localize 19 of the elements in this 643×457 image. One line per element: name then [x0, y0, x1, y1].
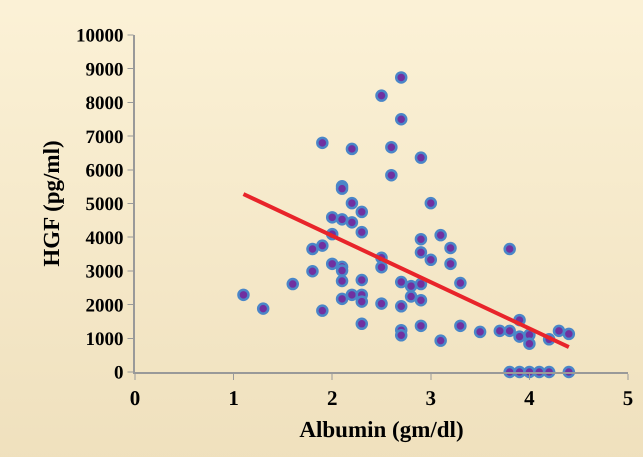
y-tick-label: 6000	[85, 160, 124, 182]
y-tick-label: 3000	[85, 262, 124, 283]
y-tick-label: 1000	[85, 328, 124, 350]
y-tick-label: 9000	[85, 59, 124, 80]
y-tick-label: 7000	[85, 126, 124, 148]
x-tick-label: 2	[326, 386, 338, 410]
y-tick-label: 4000	[85, 228, 124, 249]
y-tick-label: 10000	[76, 26, 124, 47]
y-axis-title: HGF (pg/ml)	[38, 140, 65, 267]
y-tick-label: 2000	[85, 295, 124, 316]
x-axis-title: Albumin (gm/dl)	[299, 417, 464, 444]
y-tick-label: 0	[114, 362, 124, 384]
x-tick-label: 1	[228, 386, 239, 410]
x-tick-label: 3	[426, 386, 436, 410]
x-tick-label: 5	[622, 386, 634, 410]
x-tick-label: 4	[524, 386, 536, 410]
y-tick-label: 8000	[85, 93, 124, 114]
x-tick-label: 0	[130, 386, 140, 410]
y-tick-label: 5000	[85, 194, 124, 216]
